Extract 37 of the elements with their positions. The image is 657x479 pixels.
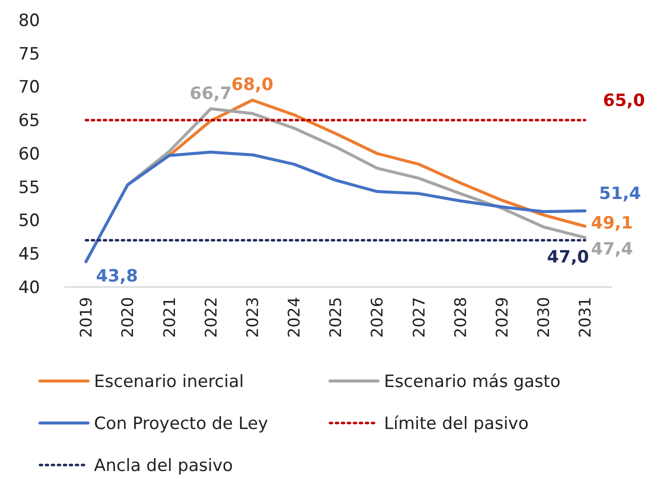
annotation: 51,4 [599, 184, 642, 204]
x-tick-label: 2030 [534, 297, 554, 338]
legend-label: Escenario inercial [94, 372, 244, 392]
y-tick-label: 60 [18, 144, 40, 164]
y-tick-label: 55 [18, 178, 40, 198]
line-series [126, 107, 586, 240]
legend-label: Escenario más gasto [384, 372, 560, 392]
y-tick-label: 40 [18, 278, 40, 298]
x-tick-label: 2023 [242, 297, 262, 338]
y-tick-label: 75 [18, 44, 40, 64]
x-tick-label: 2029 [492, 297, 512, 338]
x-tick-label: 2019 [76, 297, 96, 338]
x-tick-label: 2026 [368, 297, 387, 338]
x-tick-label: 2025 [326, 297, 346, 338]
annotation: 49,1 [591, 213, 633, 234]
annotation: 66,7 [190, 84, 232, 104]
y-tick-label: 80 [18, 10, 40, 31]
legend-label: Con Proyecto de Ley [94, 414, 268, 434]
annotation: 43,8 [96, 266, 138, 287]
x-tick-label: 2027 [409, 297, 428, 338]
x-tick-label: 2028 [450, 297, 470, 338]
y-tick-label: 65 [18, 111, 40, 132]
x-tick-label: 2022 [201, 297, 220, 338]
annotation: 68,0 [231, 75, 274, 96]
x-tick-label: 2024 [284, 297, 304, 338]
y-tick-label: 70 [18, 78, 40, 98]
legend-label: Ancla del pasivo [94, 456, 233, 476]
x-tick-label: 2031 [576, 297, 595, 338]
y-tick-label: 50 [18, 211, 40, 232]
annotation: 47,0 [547, 247, 590, 268]
y-tick-label: 45 [18, 244, 40, 265]
annotation: 47,4 [591, 240, 634, 260]
annotation: 65,0 [603, 91, 646, 112]
x-tick-label: 2021 [160, 297, 179, 338]
line-series [84, 150, 586, 264]
legend-label: Límite del pasivo [384, 414, 529, 434]
x-tick-label: 2020 [118, 297, 138, 338]
